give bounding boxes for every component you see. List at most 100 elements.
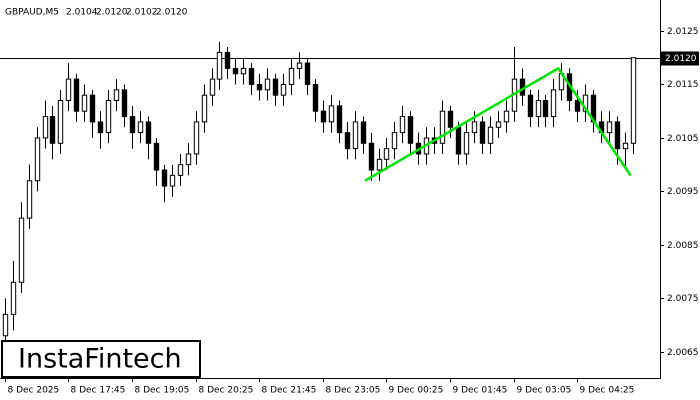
y-tick-label: 2.0065 <box>667 348 699 358</box>
x-tick-label: 9 Dec 04:25 <box>580 386 635 396</box>
x-tick-label: 8 Dec 20:25 <box>199 386 254 396</box>
candle-body <box>288 67 295 85</box>
candle-body <box>296 62 303 69</box>
price-label-box <box>661 51 699 66</box>
candle-body <box>280 83 287 96</box>
candle-body <box>407 116 414 144</box>
x-tick-label: 8 Dec 2025 <box>8 386 60 396</box>
candle-body <box>344 132 351 150</box>
candle-body <box>264 78 271 91</box>
candle-body <box>209 78 216 96</box>
watermark-box <box>1 340 201 378</box>
candle-body <box>614 121 621 150</box>
watermark: InstaFintech <box>18 344 182 375</box>
candle-body <box>535 100 542 118</box>
candle-body <box>439 110 446 144</box>
header-low: 2.0102 <box>126 8 158 18</box>
candle-body <box>463 132 470 155</box>
candle-body <box>201 94 208 123</box>
x-tick-label: 9 Dec 00:25 <box>389 386 444 396</box>
candle-body <box>153 142 160 171</box>
x-tick-label: 8 Dec 19:05 <box>135 386 190 396</box>
pattern-line <box>364 66 632 182</box>
candle-body <box>193 121 200 155</box>
candle-body <box>312 83 319 112</box>
candle-body <box>177 164 184 176</box>
candle-body <box>622 142 629 150</box>
candle-body <box>240 67 247 75</box>
candle-body <box>391 132 398 150</box>
x-tick-label: 8 Dec 17:45 <box>71 386 126 396</box>
candle-body <box>582 94 589 112</box>
header-close: 2.0120 <box>156 8 188 18</box>
y-tick-label: 2.0125 <box>667 27 699 37</box>
candle-body <box>495 121 502 128</box>
candle-body <box>630 57 637 144</box>
x-tick-label: 8 Dec 23:05 <box>326 386 381 396</box>
candle-body <box>113 89 120 102</box>
y-tick-label: 2.0085 <box>667 241 699 251</box>
candle-body <box>145 121 152 144</box>
candle-body <box>121 89 128 118</box>
x-tick-label: 9 Dec 03:05 <box>517 386 572 396</box>
candle-body <box>606 121 613 134</box>
candle-body <box>256 83 263 91</box>
candle-body <box>360 121 367 144</box>
candle-body <box>550 89 557 118</box>
candle-body <box>65 78 72 102</box>
candle-body <box>224 51 231 69</box>
price-label: 2.0120 <box>665 54 697 64</box>
header-high: 2.0120 <box>96 8 128 18</box>
candle-body <box>368 142 375 171</box>
y-tick-label: 2.0105 <box>667 134 699 144</box>
y-tick-label: 2.0095 <box>667 187 699 197</box>
candle-body <box>399 116 406 134</box>
x-tick-label: 9 Dec 01:45 <box>453 386 508 396</box>
x-tick-label: 8 Dec 21:45 <box>262 386 317 396</box>
candle-body <box>328 105 335 123</box>
candle-body <box>89 94 96 123</box>
candle-body <box>18 217 25 283</box>
candle-body <box>34 137 41 182</box>
y-tick-label: 2.0075 <box>667 294 699 304</box>
candle-body <box>129 116 136 134</box>
candle-body <box>487 126 494 144</box>
candle-body <box>320 110 327 123</box>
candle-body <box>336 105 343 134</box>
header-open: 2.0104 <box>66 8 98 18</box>
symbol: GBPAUD,M5 <box>5 8 59 18</box>
candle-body <box>503 110 510 123</box>
candle-body <box>542 100 549 118</box>
candle-body <box>304 62 311 85</box>
candle-body <box>169 174 176 187</box>
candle-body <box>42 116 49 139</box>
candle-body <box>527 94 534 118</box>
candle-body <box>471 121 478 134</box>
candle-body <box>49 116 56 144</box>
candle-body <box>248 67 255 85</box>
candle-body <box>383 148 390 160</box>
candle-body <box>10 281 17 315</box>
candle-body <box>574 100 581 112</box>
candle-body <box>57 100 64 144</box>
candle-body <box>137 121 144 134</box>
candle-body <box>161 169 168 187</box>
candle-body <box>272 78 279 96</box>
candle-body <box>352 121 359 150</box>
y-tick-label: 2.0115 <box>667 80 699 90</box>
candle-body <box>73 78 80 112</box>
candle-body <box>185 153 192 166</box>
candle-body <box>216 51 223 80</box>
candle-body <box>105 100 112 134</box>
candle-body <box>26 180 33 219</box>
candle-body <box>455 126 462 155</box>
candle-body <box>232 67 239 75</box>
candle-body <box>376 158 383 171</box>
candle-body <box>479 121 486 144</box>
candle-body <box>81 94 88 112</box>
candle-body <box>2 313 9 337</box>
candle-body <box>447 110 454 128</box>
candle-body <box>97 121 104 134</box>
